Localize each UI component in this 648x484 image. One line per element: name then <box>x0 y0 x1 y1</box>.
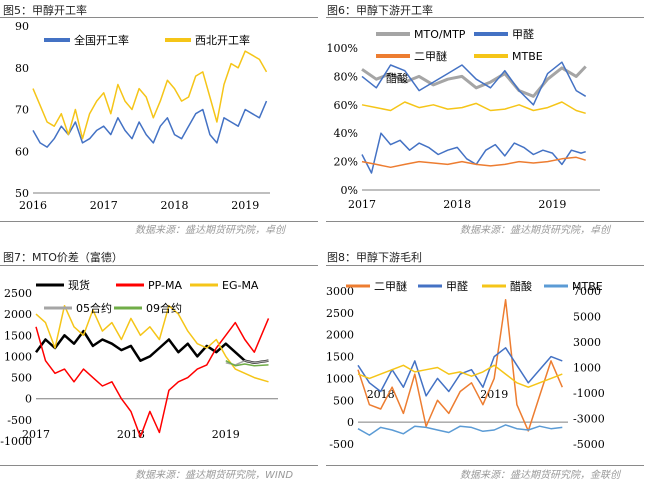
y-tick-label: 60% <box>334 99 358 112</box>
y-tick-label: 0 <box>25 393 32 406</box>
legend-label: PP-MA <box>148 279 182 292</box>
legend-label: 甲醛 <box>446 279 468 293</box>
x-tick-label: 2016 <box>19 199 47 212</box>
y-tick-label: 20% <box>334 156 358 169</box>
y-tick-label: 2500 <box>326 307 354 320</box>
series-line <box>361 65 587 98</box>
y-tick-label: 80 <box>15 62 29 75</box>
source-note: 数据来源：盛达期货研究院，金联创 <box>460 470 620 481</box>
y-tick-label: 2500 <box>4 287 32 300</box>
y2-tick-label: 7000 <box>573 285 601 298</box>
y-tick-label: -1000 <box>0 435 32 448</box>
divider <box>326 465 644 466</box>
chart-title: 图5：甲醇开工率 <box>3 4 87 17</box>
y-tick-label: 1000 <box>4 350 32 363</box>
series-line <box>361 61 587 106</box>
legend-label: 西北开工率 <box>195 33 250 47</box>
y-tick-label: 1000 <box>326 372 354 385</box>
y-tick-label: 40% <box>334 127 358 140</box>
series-line <box>34 329 269 365</box>
y-tick-label: 3000 <box>326 285 354 298</box>
series-line <box>357 298 563 432</box>
y-tick-label: 1500 <box>4 329 32 342</box>
legend-label: 二甲醚 <box>414 49 447 63</box>
legend-label: 05合约 <box>76 301 112 315</box>
y-tick-label: 2000 <box>4 308 32 321</box>
series-line <box>35 304 269 383</box>
divider <box>326 221 644 222</box>
y-tick-label: 500 <box>333 394 354 407</box>
legend-label: 09合约 <box>146 301 182 315</box>
chart-title: 图7：MTO价差（富德） <box>3 251 123 264</box>
x-tick-label: 2017 <box>348 198 376 211</box>
x-tick-label: 2019 <box>212 428 240 441</box>
legend-label: 甲醛 <box>512 27 534 41</box>
legend-label: 醋酸 <box>510 279 532 293</box>
chart-panel-4: 图8：甲醇下游毛利 -500 0 500 1000 1500 2000 2500 3000 -5… <box>322 246 648 484</box>
x-tick-label: 2017 <box>22 428 50 441</box>
chart-canvas: 50 60 70 80 90 2016 2017 2018 2019 全国开工率 西北开工率 <box>15 20 270 212</box>
y-tick-label: 70 <box>15 104 29 117</box>
chart-canvas: -500050010001500200025003000-5000-3000-1… <box>326 279 605 451</box>
divider <box>0 17 318 18</box>
x-tick-label: 2018 <box>443 198 471 211</box>
series-line <box>32 50 268 140</box>
y-tick-label: 1500 <box>326 351 354 364</box>
legend-label: EG-MA <box>222 279 259 292</box>
y2-tick-label: 1000 <box>573 362 601 375</box>
legend-label: 二甲醚 <box>374 279 407 293</box>
y2-tick-label: -5000 <box>573 438 605 451</box>
chart-panel-1: 图5：甲醇开工率 50 60 70 80 90 2016 2017 2018 2019 全国开工率… <box>0 0 322 240</box>
series-line <box>361 156 586 169</box>
divider <box>0 465 318 466</box>
legend-label: MTBE <box>512 50 543 63</box>
divider <box>0 265 318 266</box>
y-tick-label: 2000 <box>326 329 354 342</box>
chart-title: 图8：甲醇下游毛利 <box>327 251 422 264</box>
series-line <box>35 318 270 438</box>
y-tick-label: 90 <box>15 20 29 33</box>
x-tick-label: 2019 <box>231 199 259 212</box>
x-tick-label: 2017 <box>90 199 118 212</box>
y-tick-label: 50 <box>15 187 29 200</box>
y-tick-label: 500 <box>11 372 32 385</box>
chart-canvas: 0% 20% 40% 60% 80% 100% 2017 2018 2019 MTO/MTP 甲醛二… <box>327 27 600 211</box>
y-tick-label: 0 <box>347 416 354 429</box>
legend-label: 醋酸 <box>386 71 408 85</box>
divider <box>0 221 318 222</box>
series-line <box>357 364 563 388</box>
source-note: 数据来源：盛达期货研究院，WIND <box>135 470 294 481</box>
chart-panel-2: 图6：甲醇下游开工率 0% 20% 40% 60% 80% 100% 2017 2018 201… <box>322 0 648 240</box>
chart-title: 图6：甲醇下游开工率 <box>327 4 433 17</box>
y-tick-label: -500 <box>329 438 354 451</box>
series-line <box>225 360 269 367</box>
legend-label: MTBE <box>572 280 603 293</box>
series-line <box>361 101 586 115</box>
y-tick-label: 60 <box>15 145 29 158</box>
source-note: 数据来源：盛达期货研究院，卓创 <box>135 225 285 236</box>
divider <box>326 265 644 266</box>
x-tick-label: 2019 <box>538 198 566 211</box>
y-tick-label: 100% <box>327 42 358 55</box>
y2-tick-label: 3000 <box>573 336 601 349</box>
y-tick-label: 80% <box>334 70 358 83</box>
y-tick-label: -500 <box>7 414 32 427</box>
y2-tick-label: -1000 <box>573 387 605 400</box>
series-line <box>32 100 268 148</box>
source-note: 数据来源：盛达期货研究院，卓创 <box>460 225 610 236</box>
x-tick-label: 2018 <box>367 388 395 401</box>
chart-panel-3: 图7：MTO价差（富德） -1000 -500 0 500 1000 1500 2000 25… <box>0 246 322 484</box>
divider <box>326 17 644 18</box>
legend-label: MTO/MTP <box>414 28 466 41</box>
x-tick-label: 2019 <box>480 388 508 401</box>
legend-label: 全国开工率 <box>74 33 129 47</box>
legend-label: 现货 <box>68 278 90 292</box>
y2-tick-label: 5000 <box>573 311 601 324</box>
y-tick-label: 0% <box>341 184 358 197</box>
series-line <box>357 424 563 436</box>
x-tick-label: 2018 <box>160 199 188 212</box>
y2-tick-label: -3000 <box>573 413 605 426</box>
